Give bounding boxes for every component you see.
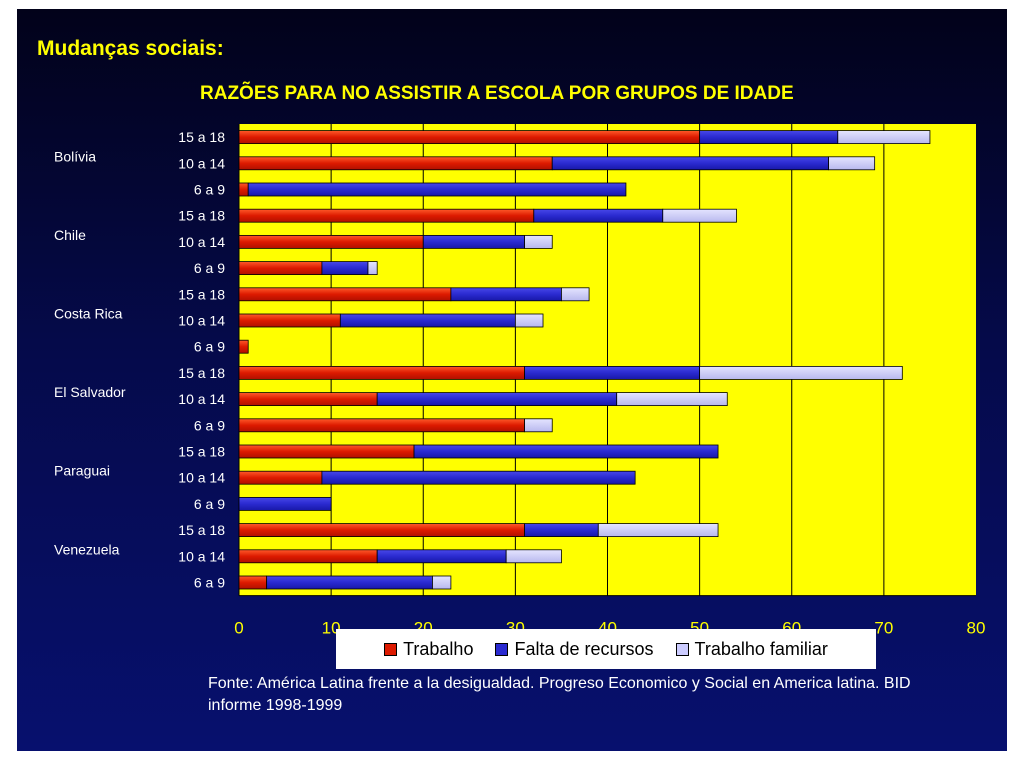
y-tick-label: 15 a 18: [178, 208, 225, 224]
bar-trabalho: [238, 575, 268, 590]
y-tick-label: 6 a 9: [194, 339, 225, 355]
bar-trabalho: [238, 365, 525, 380]
group-label: Venezuela: [54, 541, 120, 557]
bar-falta-de-recursos: [376, 549, 507, 564]
bar-trabalho-familiar: [432, 575, 452, 590]
bar-trabalho: [238, 444, 415, 459]
bar-trabalho-familiar: [524, 418, 553, 433]
bar-trabalho-familiar: [505, 549, 562, 564]
bar-trabalho: [238, 549, 378, 564]
bar-trabalho: [238, 234, 424, 249]
bar-trabalho-familiar: [561, 287, 590, 302]
legend-item-falta-de-recursos: Falta de recursos: [495, 638, 654, 660]
bar-falta-de-recursos: [321, 470, 636, 485]
legend-label-trabalho: Trabalho: [403, 638, 474, 659]
bar-trabalho-familiar: [524, 234, 553, 249]
y-tick-label: 10 a 14: [178, 470, 225, 486]
x-tick-label: 70: [874, 619, 893, 638]
bar-trabalho-familiar: [828, 156, 876, 171]
y-tick-label: 15 a 18: [178, 129, 225, 145]
y-tick-label: 6 a 9: [194, 417, 225, 433]
bar-trabalho: [238, 287, 452, 302]
bar-trabalho-familiar: [597, 523, 719, 537]
y-tick-label: 10 a 14: [178, 155, 225, 171]
y-tick-label: 6 a 9: [194, 182, 225, 198]
legend-label-falta-de-recursos: Falta de recursos: [514, 638, 654, 659]
legend-swatch-trabalho: [384, 642, 398, 656]
bar-trabalho: [238, 182, 249, 197]
bar-falta-de-recursos: [376, 392, 618, 407]
bar-trabalho: [238, 392, 378, 407]
bar-trabalho-familiar: [837, 130, 931, 144]
bar-falta-de-recursos: [247, 182, 627, 197]
x-tick-label: 0: [234, 619, 243, 638]
legend-label-trabalho-familiar: Trabalho familiar: [694, 638, 828, 659]
gridlines: [238, 124, 976, 597]
y-tick-label: 10 a 14: [178, 548, 225, 564]
slide-title: Mudanças sociais:: [37, 37, 224, 60]
bar-trabalho-familiar: [616, 392, 728, 407]
bar-trabalho-familiar: [699, 365, 903, 380]
y-tick-label: 6 a 9: [194, 260, 225, 276]
bar-trabalho: [238, 261, 323, 276]
bar-falta-de-recursos: [238, 496, 332, 511]
group-label: Paraguai: [54, 463, 110, 479]
y-tick-label: 6 a 9: [194, 496, 225, 512]
chart-title: RAZÕES PARA NO ASSISTIR A ESCOLA POR GRU…: [200, 83, 794, 104]
x-tick-label: 80: [967, 619, 986, 638]
slide: Mudanças sociais: RAZÕES PARA NO ASSISTI…: [17, 9, 1007, 751]
bar-falta-de-recursos: [551, 156, 829, 171]
y-tick-label: 10 a 14: [178, 313, 225, 329]
legend-item-trabalho-familiar: Trabalho familiar: [675, 638, 828, 660]
bar-falta-de-recursos: [524, 523, 599, 537]
x-tick-label: 10: [322, 619, 341, 638]
bar-trabalho: [238, 313, 341, 328]
bar-trabalho-familiar: [514, 313, 544, 328]
y-tick-label: 10 a 14: [178, 234, 225, 250]
legend: Trabalho Falta de recursos Trabalho fami…: [336, 629, 876, 669]
bar-falta-de-recursos: [413, 444, 719, 459]
legend-swatch-trabalho-familiar: [675, 642, 689, 656]
group-label: Bolívia: [54, 148, 96, 164]
y-tick-label: 15 a 18: [178, 365, 225, 381]
bar-trabalho: [238, 130, 701, 144]
bar-trabalho: [238, 523, 525, 537]
group-label: Costa Rica: [54, 306, 123, 322]
bar-trabalho: [238, 339, 249, 354]
y-tick-label: 10 a 14: [178, 391, 225, 407]
group-label: El Salvador: [54, 384, 126, 400]
bar-falta-de-recursos: [533, 208, 664, 223]
bar-falta-de-recursos: [339, 313, 516, 328]
y-tick-label: 15 a 18: [178, 444, 225, 460]
bar-trabalho: [238, 208, 535, 223]
group-label: Chile: [54, 227, 86, 243]
bar-trabalho: [238, 418, 525, 433]
bar-falta-de-recursos: [450, 287, 562, 302]
y-tick-label: 15 a 18: [178, 522, 225, 538]
legend-swatch-falta-de-recursos: [495, 642, 509, 656]
bar-falta-de-recursos: [524, 365, 701, 380]
bars: [238, 130, 931, 590]
legend-item-trabalho: Trabalho: [384, 639, 473, 660]
y-tick-label: 6 a 9: [194, 575, 225, 591]
bar-trabalho: [238, 470, 323, 485]
bar-trabalho-familiar: [367, 261, 378, 276]
bar-falta-de-recursos: [266, 575, 433, 590]
bar-falta-de-recursos: [422, 234, 525, 249]
y-tick-label: 15 a 18: [178, 286, 225, 302]
bar-falta-de-recursos: [321, 261, 369, 276]
bar-trabalho: [238, 156, 553, 171]
bar-falta-de-recursos: [699, 130, 839, 144]
bar-trabalho-familiar: [662, 208, 737, 223]
source-note: Fonte: América Latina frente a la desigu…: [208, 675, 911, 714]
